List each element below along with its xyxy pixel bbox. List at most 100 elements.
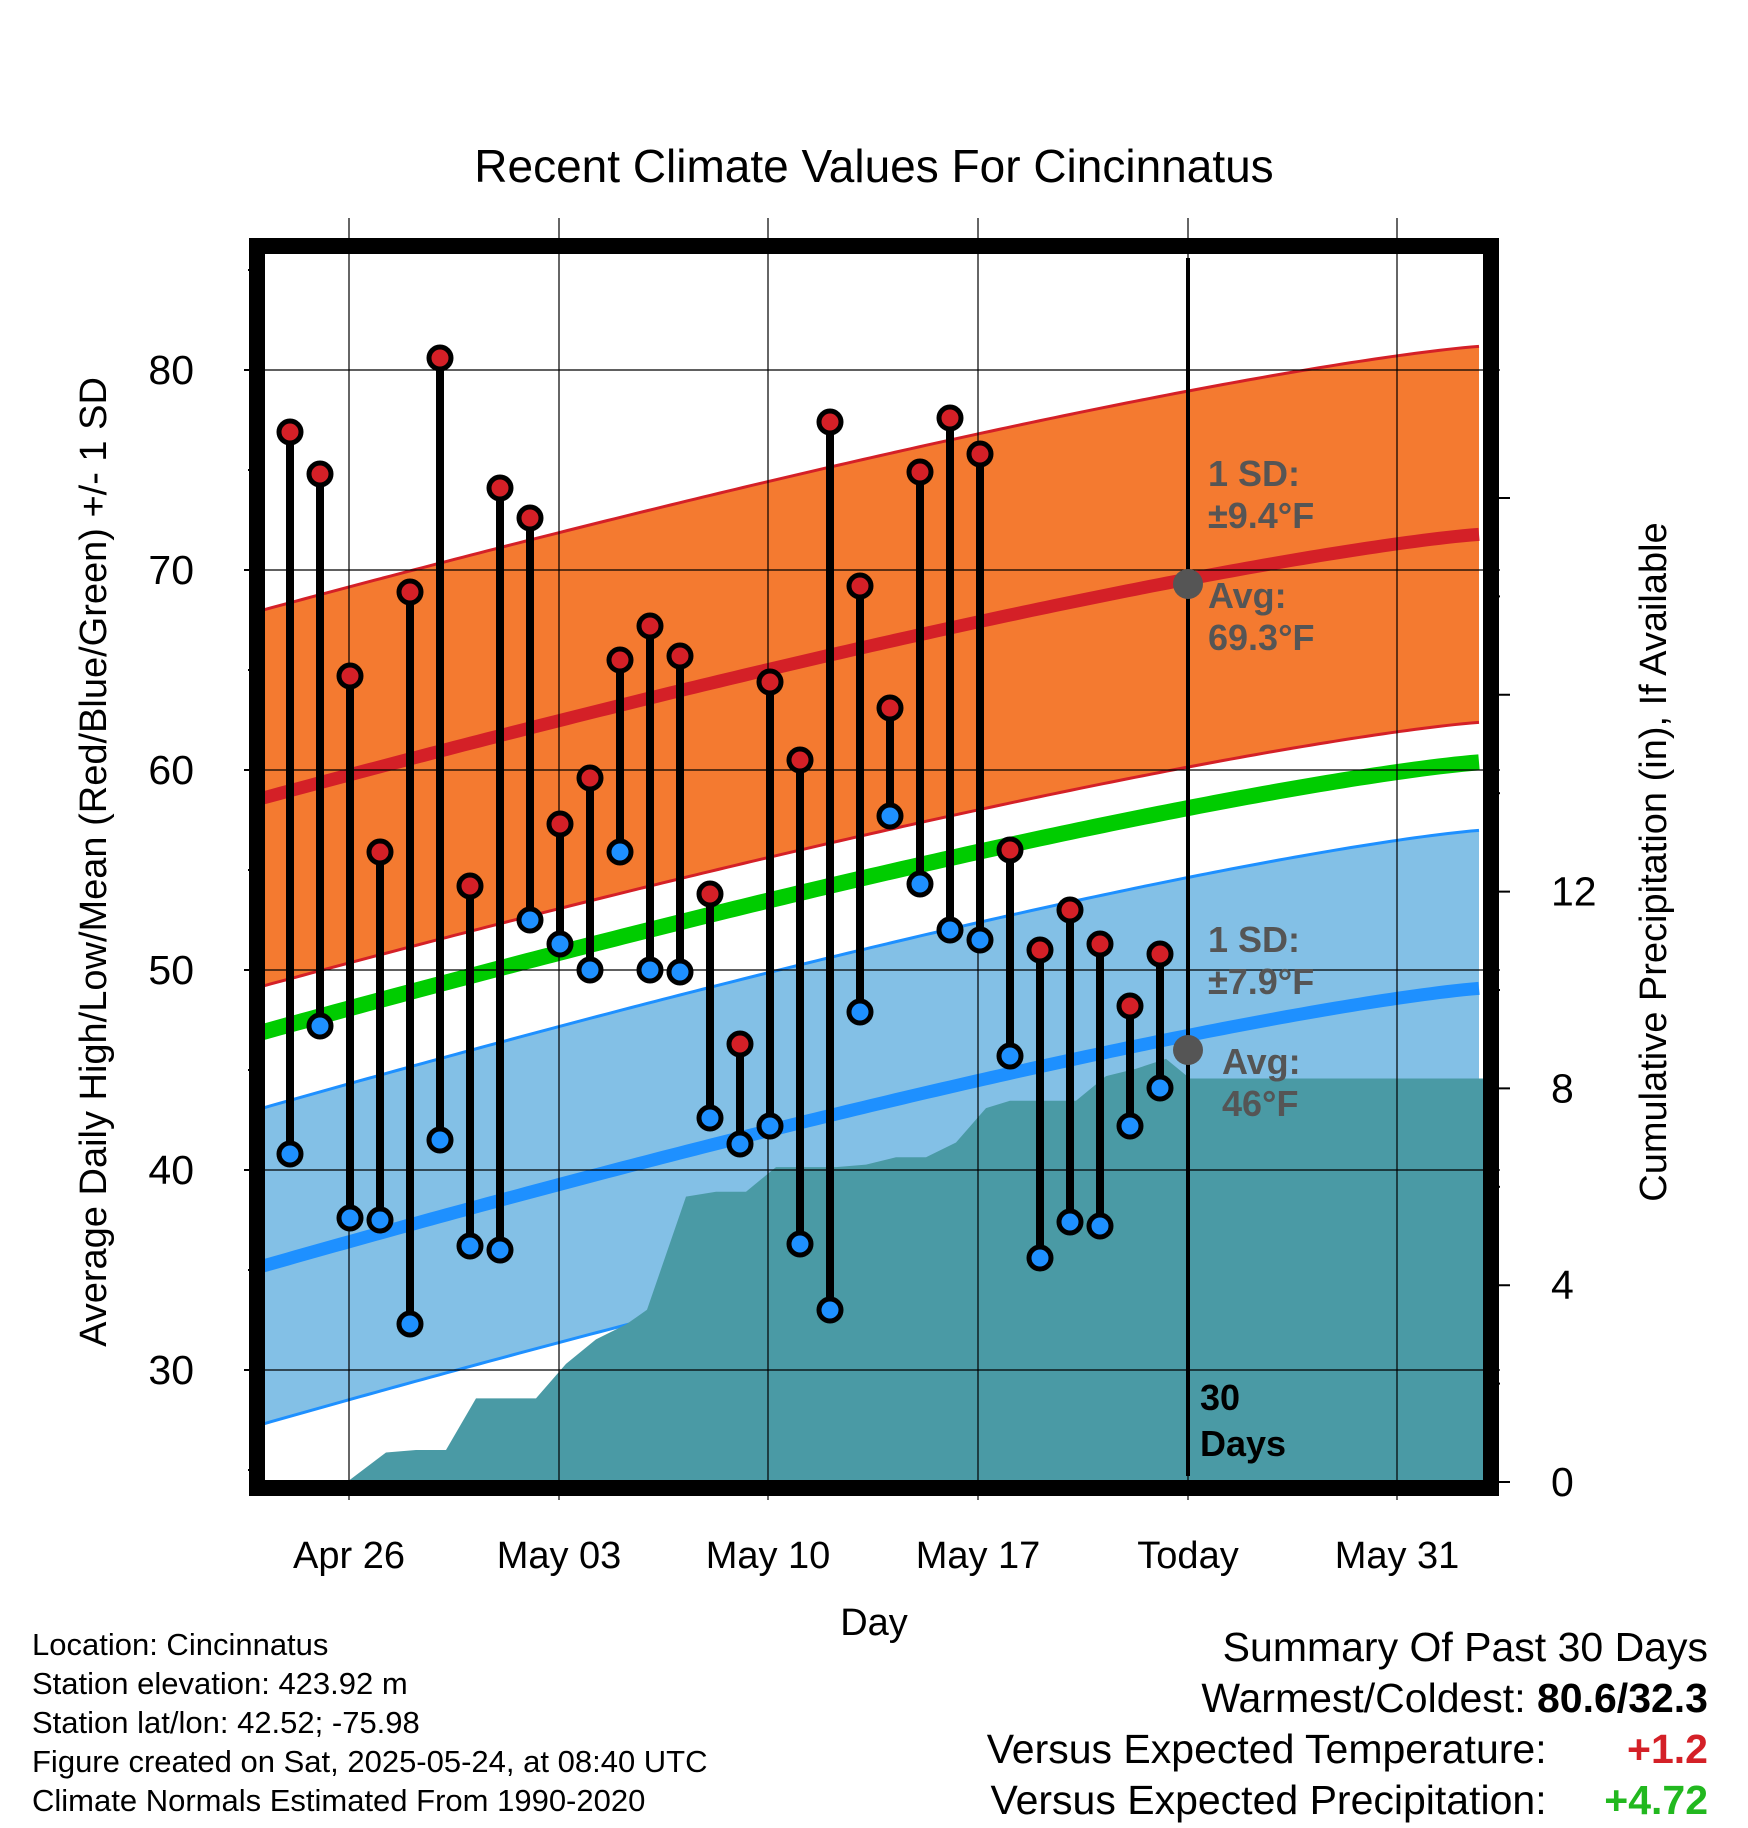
warm-cold-label: Warmest/Coldest: <box>1201 1675 1526 1721</box>
high-avg-label-0: Avg: <box>1208 575 1287 616</box>
left-tick-label-40: 40 <box>148 1147 194 1193</box>
high-point-1 <box>306 460 334 488</box>
temp-label: Versus Expected Temperature: <box>986 1726 1547 1772</box>
temp-row: Versus Expected Temperature: +1.2 <box>987 1724 1708 1775</box>
low-point-21 <box>906 870 934 898</box>
low-point-1 <box>306 1012 334 1040</box>
plot-frame <box>249 238 1499 1496</box>
high-point-20 <box>876 694 904 722</box>
right-tick-label-8: 8 <box>1551 1065 1574 1111</box>
station-metadata: Location: Cincinnatus Station elevation:… <box>32 1625 708 1820</box>
high-point-10 <box>576 764 604 792</box>
low-point-7 <box>486 1236 514 1264</box>
high-point-8 <box>516 504 544 532</box>
low-point-6 <box>456 1232 484 1260</box>
latlon-text: Station lat/lon: 42.52; -75.98 <box>32 1705 420 1740</box>
high-point-7 <box>486 474 514 502</box>
summary-title: Summary Of Past 30 Days <box>1222 1624 1708 1670</box>
high-point-6 <box>456 872 484 900</box>
window-label-0: 30 <box>1200 1377 1240 1418</box>
high-point-21 <box>906 458 934 486</box>
high-point-19 <box>846 572 874 600</box>
low-point-17 <box>786 1230 814 1258</box>
low-point-25 <box>1026 1244 1054 1272</box>
x-tick-label-1: May 03 <box>497 1535 622 1577</box>
left-tick-label-60: 60 <box>148 747 194 793</box>
high-point-9 <box>546 810 574 838</box>
x-tick-label-3: May 17 <box>916 1535 1041 1577</box>
low-avg-label-1: 46°F <box>1222 1083 1298 1124</box>
low-point-16 <box>756 1112 784 1140</box>
today-low-avg-marker <box>1173 1035 1203 1065</box>
low-point-3 <box>366 1206 394 1234</box>
high-point-14 <box>696 880 724 908</box>
x-tick-label-2: May 10 <box>706 1535 831 1577</box>
high-point-24 <box>996 836 1024 864</box>
low-point-13 <box>666 958 694 986</box>
low-point-4 <box>396 1310 424 1338</box>
left-tick-label-30: 30 <box>148 1347 194 1393</box>
right-tick-label-0: 0 <box>1551 1459 1574 1505</box>
location-text: Location: Cincinnatus <box>32 1627 329 1662</box>
warm-cold-row: Warmest/Coldest: 80.6/32.3 <box>987 1673 1708 1724</box>
x-tick-label-4: Today <box>1137 1535 1238 1577</box>
elevation-text: Station elevation: 423.92 m <box>32 1666 408 1701</box>
low-point-8 <box>516 906 544 934</box>
left-tick-label-80: 80 <box>148 347 194 393</box>
precip-row: Versus Expected Precipitation: +4.72 <box>987 1775 1709 1826</box>
created-text: Figure created on Sat, 2025-05-24, at 08… <box>32 1744 708 1779</box>
high-point-2 <box>336 662 364 690</box>
low-avg-label-0: Avg: <box>1222 1041 1301 1082</box>
normals-text: Climate Normals Estimated From 1990-2020 <box>32 1783 646 1818</box>
high-avg-line <box>263 527 1480 805</box>
low-point-26 <box>1056 1208 1084 1236</box>
low-sd-upper-line <box>263 828 1480 1110</box>
high-point-17 <box>786 746 814 774</box>
high-point-18 <box>816 408 844 436</box>
high-point-0 <box>276 418 304 446</box>
low-point-11 <box>606 838 634 866</box>
high-point-22 <box>936 404 964 432</box>
mean-avg-line <box>263 754 1480 1040</box>
x-axis-label: Day <box>840 1602 908 1644</box>
low-avg-line <box>263 981 1480 1273</box>
high-sd-upper-line <box>263 344 1480 612</box>
low-point-15 <box>726 1130 754 1158</box>
high-point-12 <box>636 612 664 640</box>
low-point-2 <box>336 1204 364 1232</box>
high-point-4 <box>396 578 424 606</box>
window-label-1: Days <box>1200 1423 1286 1464</box>
high-point-26 <box>1056 896 1084 924</box>
precip-value: +4.72 <box>1604 1777 1708 1823</box>
low-point-28 <box>1116 1112 1144 1140</box>
precip-label: Versus Expected Precipitation: <box>990 1777 1547 1823</box>
low-point-19 <box>846 998 874 1026</box>
low-sd-label-1: ±7.9°F <box>1208 961 1314 1002</box>
high-point-3 <box>366 838 394 866</box>
low-point-9 <box>546 930 574 958</box>
high-avg-label-1: 69.3°F <box>1208 617 1314 658</box>
y-axis-label-right: Cumulative Precipitation (in), If Availa… <box>1633 522 1675 1201</box>
y-axis-label-left: Average Daily High/Low/Mean (Red/Blue/Gr… <box>73 377 115 1347</box>
left-tick-label-70: 70 <box>148 547 194 593</box>
high-point-13 <box>666 642 694 670</box>
high-point-25 <box>1026 936 1054 964</box>
low-point-29 <box>1146 1074 1174 1102</box>
high-point-16 <box>756 668 784 696</box>
low-point-22 <box>936 916 964 944</box>
low-point-5 <box>426 1126 454 1154</box>
summary-panel: Summary Of Past 30 Days Warmest/Coldest:… <box>987 1622 1708 1826</box>
high-sd-label-0: 1 SD: <box>1208 453 1300 494</box>
high-point-29 <box>1146 940 1174 968</box>
low-point-23 <box>966 926 994 954</box>
high-sd-lower-line <box>263 720 1480 988</box>
low-point-12 <box>636 956 664 984</box>
chart-title: Recent Climate Values For Cincinnatus <box>474 140 1273 192</box>
right-tick-label-12: 12 <box>1551 869 1597 915</box>
warm-cold-value: 80.6/32.3 <box>1537 1675 1708 1721</box>
low-point-18 <box>816 1296 844 1324</box>
left-tick-label-50: 50 <box>148 947 194 993</box>
high-point-11 <box>606 646 634 674</box>
high-point-15 <box>726 1030 754 1058</box>
